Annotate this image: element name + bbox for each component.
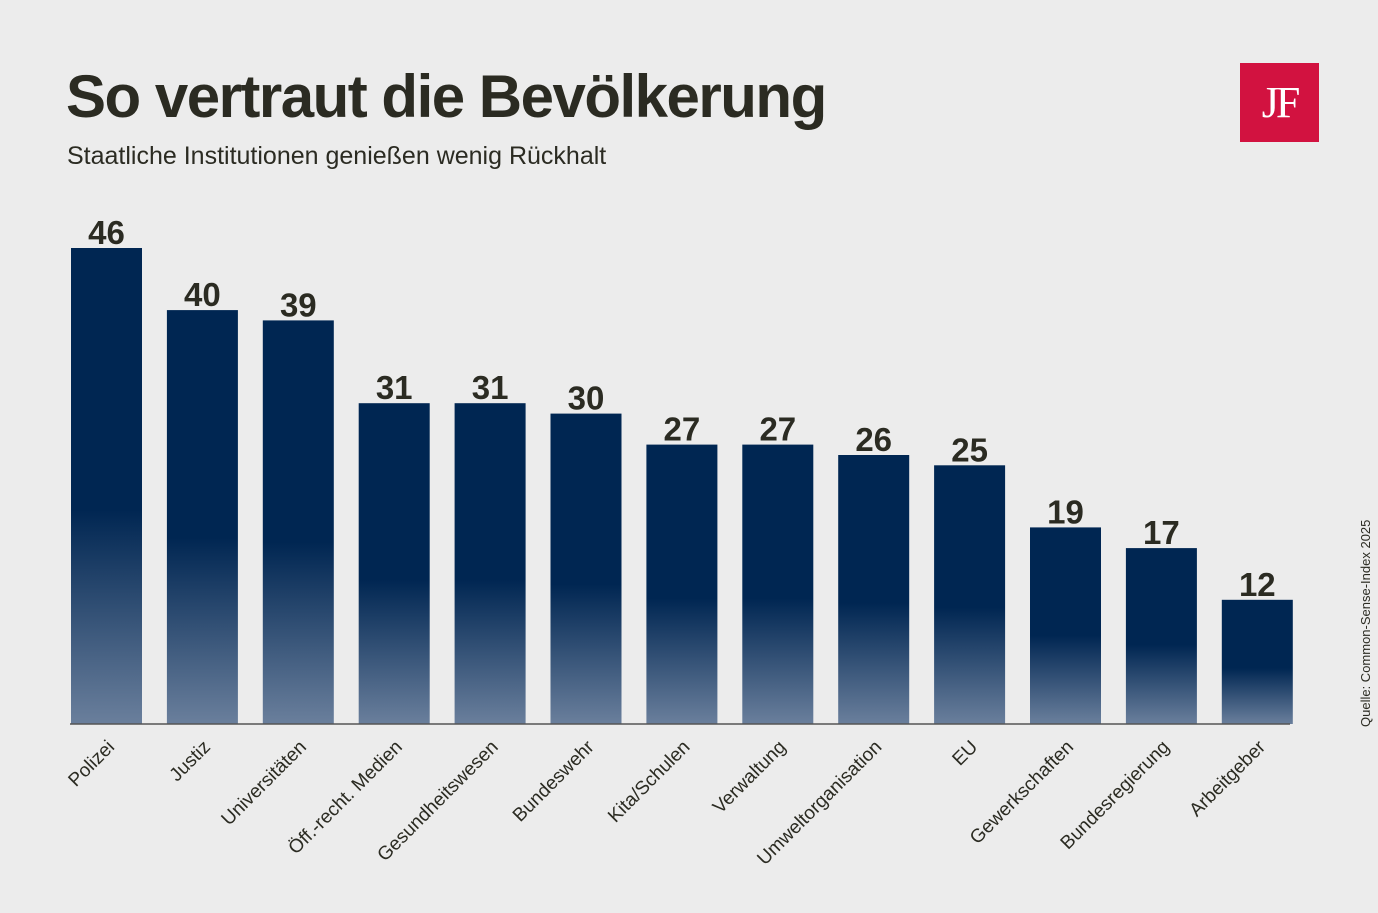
category-label-10: Gewerkschaften — [966, 737, 1078, 849]
data-label-1: 40 — [184, 276, 221, 313]
category-label-12: Arbeitgeber — [1186, 736, 1271, 821]
data-label-7: 27 — [759, 411, 796, 448]
category-label-5: Bundeswehr — [509, 736, 599, 826]
data-label-4: 31 — [472, 369, 509, 406]
data-label-10: 19 — [1047, 493, 1084, 530]
bar-0 — [71, 248, 142, 724]
chart-subtitle: Staatliche Institutionen genießen wenig … — [67, 142, 607, 170]
bar-9 — [934, 465, 1006, 724]
chart-title: So vertraut die Bevölkerung — [66, 63, 827, 130]
bar-11 — [1125, 548, 1197, 724]
category-label-0: Polizei — [65, 737, 119, 791]
bar-4 — [454, 403, 526, 724]
bar-1 — [166, 310, 238, 724]
data-label-8: 26 — [855, 421, 892, 458]
bar-8 — [838, 455, 910, 724]
category-label-2: Universitäten — [218, 737, 311, 830]
bar-7 — [742, 444, 814, 724]
data-label-9: 25 — [951, 431, 988, 468]
bar-6 — [646, 444, 718, 724]
bar-10 — [1030, 527, 1101, 724]
category-label-9: EU — [949, 737, 983, 771]
data-label-6: 27 — [664, 411, 701, 448]
data-label-0: 46 — [88, 214, 125, 251]
category-label-1: Justiz — [166, 737, 215, 786]
data-label-5: 30 — [568, 380, 605, 417]
category-label-6: Kita/Schulen — [604, 737, 694, 827]
bar-5 — [550, 413, 622, 724]
bar-3 — [358, 403, 430, 724]
data-label-12: 12 — [1239, 566, 1276, 603]
bar-2 — [262, 320, 334, 724]
category-label-7: Verwaltung — [709, 737, 790, 818]
data-label-3: 31 — [376, 369, 413, 406]
jf-logo: JF — [1240, 63, 1319, 142]
data-label-2: 39 — [280, 286, 317, 323]
data-label-11: 17 — [1143, 514, 1180, 551]
bar-12 — [1221, 599, 1293, 724]
bars-group: 46Polizei40Justiz39Universitäten31Öff.-r… — [65, 214, 1293, 870]
